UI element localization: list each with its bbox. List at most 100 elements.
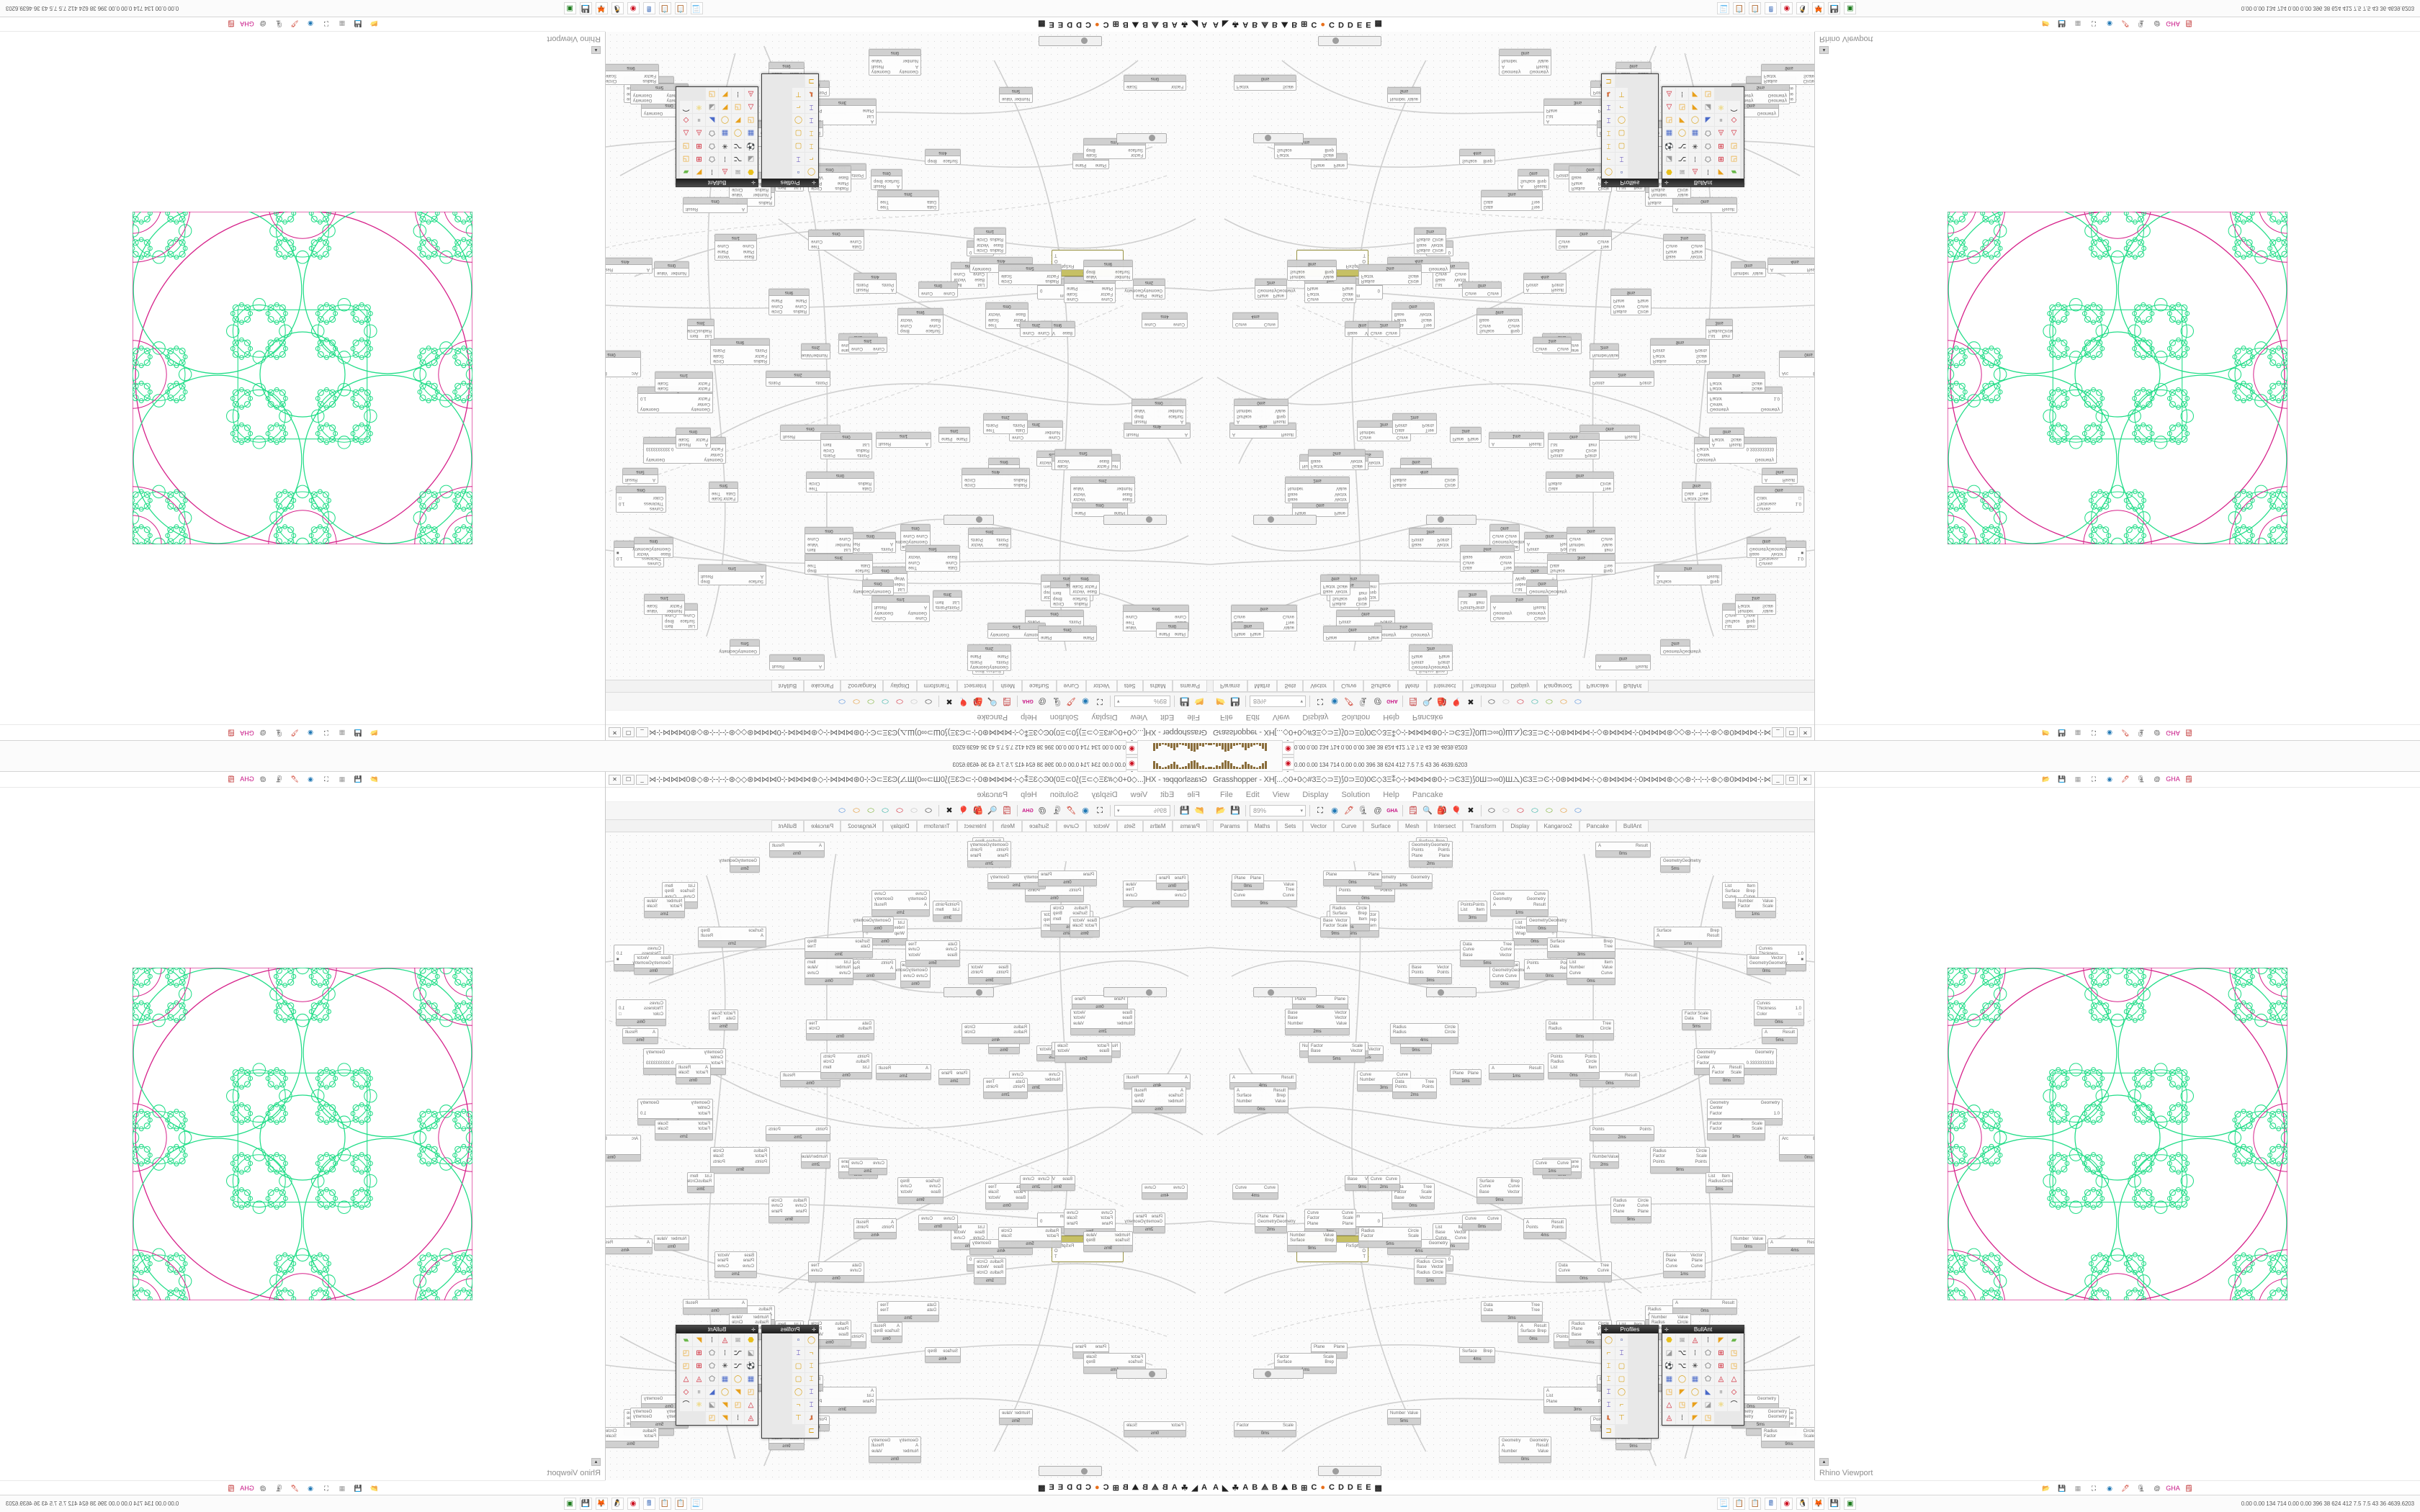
gh-node-generic[interactable]: Curve Curve 0ms: [1462, 282, 1502, 297]
rhino-zoom-extents-icon[interactable]: ⛶: [323, 20, 329, 27]
rhino-at-sign-icon[interactable]: @: [2154, 775, 2161, 783]
unroll-surface-icon[interactable]: ◤: [693, 166, 705, 178]
bake-icon[interactable]: 🖊: [1344, 806, 1354, 815]
annotation-tool-9[interactable]: ⊞: [1112, 19, 1119, 29]
truss-icon[interactable]: △: [1728, 127, 1740, 139]
scatter-icon[interactable]: ✳: [719, 140, 731, 152]
boot-profile-icon[interactable]: 👢: [805, 1412, 817, 1424]
frame-nodes-icon[interactable]: ⊞: [1715, 1347, 1727, 1359]
search-icon[interactable]: 🔍: [1422, 697, 1433, 706]
maximize-button[interactable]: ☐: [622, 727, 635, 738]
rhino-bake-icon[interactable]: 🖊: [2121, 775, 2130, 783]
save-floppy-icon[interactable]: 💾: [579, 2, 592, 14]
gh-node-generic[interactable]: Radius Circle Factor Scale Points Points 9ms: [710, 1147, 770, 1174]
curve-node2-icon[interactable]: ⌥: [1676, 140, 1688, 152]
document-icon[interactable]: 🗒: [1002, 806, 1012, 815]
annotation-tool-0[interactable]: A: [1213, 1483, 1219, 1492]
gh-number-slider[interactable]: [1103, 515, 1167, 525]
annotation-tool-15[interactable]: E: [1356, 1483, 1363, 1492]
component-tab-pancake[interactable]: Pancake: [1579, 680, 1616, 692]
gh-node-generic[interactable]: Factor Scale 0ms: [1234, 1421, 1296, 1437]
hex-mesh-icon[interactable]: ⬣: [745, 166, 757, 178]
gh-node-generic[interactable]: Data Tree Curve Curve Base Vector 5ms: [1460, 940, 1515, 967]
divide-points2-icon[interactable]: ⦙: [1689, 1347, 1701, 1359]
gh-node-generic[interactable]: Radius Circle Factor Scale Points Points 9ms: [1650, 1147, 1710, 1174]
rhino-profiler-icon[interactable]: 🗜: [274, 20, 283, 27]
component-tab-mesh[interactable]: Mesh: [993, 680, 1023, 692]
annotation-tool-5[interactable]: ⟁: [1151, 1482, 1159, 1492]
columns-icon[interactable]: ⦙⦙⦙: [1715, 114, 1727, 126]
circle-profile-icon[interactable]: ◯: [805, 1334, 817, 1346]
gh-node-generic[interactable]: Geometry Geometry 5ms: [1660, 639, 1701, 655]
annotation-tool-9[interactable]: ⊞: [1301, 19, 1308, 29]
shell-surface-icon[interactable]: ◳: [1728, 153, 1740, 165]
annotation-tool-2[interactable]: ☘: [1232, 1483, 1240, 1493]
gh-node-generic[interactable]: A Result Factor Scale 0ms: [1709, 1063, 1744, 1084]
gh-node-generic[interactable]: Geometry Geometry 1ms: [1374, 873, 1433, 889]
pin-icon[interactable]: ✛: [1604, 1328, 1608, 1333]
viewport-arrow-up[interactable]: ▴: [1819, 46, 1829, 54]
shell-surface4-icon[interactable]: ◳: [732, 101, 744, 113]
rhino-preview-eye-icon[interactable]: ◉: [308, 1485, 313, 1492]
shade-orange-icon[interactable]: ⬭: [1560, 697, 1567, 706]
annotation-tool-17[interactable]: ▩: [1374, 19, 1382, 29]
quad-panel-icon[interactable]: ⬠: [706, 127, 718, 139]
annotation-tool-15[interactable]: E: [1057, 20, 1064, 29]
gh-node-generic[interactable]: A Result Points Points 4ms: [853, 273, 897, 294]
shade-teal-icon[interactable]: ⬭: [882, 697, 889, 706]
text-editor-icon[interactable]: 📃: [1717, 1498, 1730, 1510]
rhino-zoom-combo[interactable]: ▦: [2074, 775, 2081, 783]
circle-profile-icon[interactable]: ◯: [805, 166, 817, 178]
notepad-icon[interactable]: 📋: [674, 2, 687, 14]
annotation-tool-10[interactable]: C: [1103, 1483, 1109, 1492]
gh-node-generic[interactable]: Curve Curve Geometry Geometry A Result 1ms: [1490, 595, 1549, 622]
gh-node-generic[interactable]: Base Vector Plane Plane Curve Curve 1ms: [1663, 1251, 1706, 1278]
shade-white-icon[interactable]: ⬭: [1502, 806, 1510, 815]
calculator-icon[interactable]: 🖩: [642, 1498, 655, 1510]
zoom-extents-icon[interactable]: ⛶: [1317, 697, 1323, 706]
profiler-icon[interactable]: 🗜: [1358, 697, 1368, 706]
minimize-button[interactable]: _: [1772, 727, 1784, 738]
unroll4-icon[interactable]: ◤: [719, 88, 731, 100]
zoom-extents-icon[interactable]: ⛶: [1097, 697, 1103, 706]
menu-item-display[interactable]: Display: [1091, 790, 1118, 799]
menu-item-edit[interactable]: Edit: [1245, 713, 1260, 722]
rhino-zoom-combo[interactable]: ▦: [2074, 20, 2081, 27]
box2-profile-icon[interactable]: ▢: [792, 127, 805, 139]
save-floppy-icon[interactable]: 💾: [1828, 1498, 1841, 1510]
rhino-save-file-icon[interactable]: 💾: [354, 1485, 362, 1492]
gh-node-generic[interactable]: Points Points List Item 3ms: [933, 590, 962, 611]
tee-profile-icon[interactable]: ⊤: [1615, 1412, 1628, 1424]
unroll3-icon[interactable]: ◤: [1689, 1399, 1701, 1411]
shell-surface2-icon[interactable]: ◳: [1728, 140, 1740, 152]
gh-node-generic[interactable]: Base Vector Plane Plane Curve Curve 1ms: [714, 234, 757, 261]
component-tab-intersect[interactable]: Intersect: [956, 820, 994, 832]
rhino-gha-assembly-icon[interactable]: GHA: [240, 729, 254, 737]
triangulate3-icon[interactable]: ◬: [745, 88, 757, 100]
gh-node-generic[interactable]: Surface Brep Curve Curve Base Vector 9ms: [1476, 308, 1523, 335]
polyline2-icon[interactable]: ⬠: [1702, 140, 1714, 152]
ibeam2-profile-icon[interactable]: ⌶: [805, 127, 817, 139]
menu-item-help[interactable]: Help: [1021, 713, 1037, 722]
gh-node-generic[interactable]: Surface Brep Curve Curve Base Vector 9ms: [1476, 1177, 1523, 1204]
gh-number-slider[interactable]: [1318, 36, 1381, 46]
shell-surface3-icon[interactable]: ◳: [1663, 1386, 1675, 1398]
annotation-tool-14[interactable]: D: [1347, 20, 1353, 29]
rhino-at-sign-icon[interactable]: @: [259, 20, 266, 27]
component-tab-sets[interactable]: Sets: [1116, 680, 1143, 692]
component-tab-curve[interactable]: Curve: [1056, 680, 1086, 692]
annotation-tool-10[interactable]: C: [1311, 20, 1317, 29]
shade-orange-icon[interactable]: ⬭: [1560, 806, 1567, 815]
pin-icon[interactable]: ✛: [751, 1328, 756, 1333]
gh-node-generic[interactable]: Factor Scale Factor Scale 1ms: [655, 372, 713, 392]
gh-node-generic[interactable]: Curve Curve Geometry Geometry A Result 1ms: [1490, 890, 1549, 917]
gh-node-generic[interactable]: Geometry Geometry 1ms: [987, 873, 1046, 889]
gh-node-generic[interactable]: Points Points Radius Circle List Item 0ms: [1548, 433, 1600, 459]
notepad2-icon[interactable]: 📋: [1749, 1498, 1762, 1510]
gh-node-generic[interactable]: Geometry Geometry A Result Number Value 0ms: [1499, 1436, 1551, 1463]
fold-plate-icon[interactable]: ◣: [1702, 114, 1714, 126]
frame-nodes2-icon[interactable]: ⊞: [693, 140, 705, 152]
